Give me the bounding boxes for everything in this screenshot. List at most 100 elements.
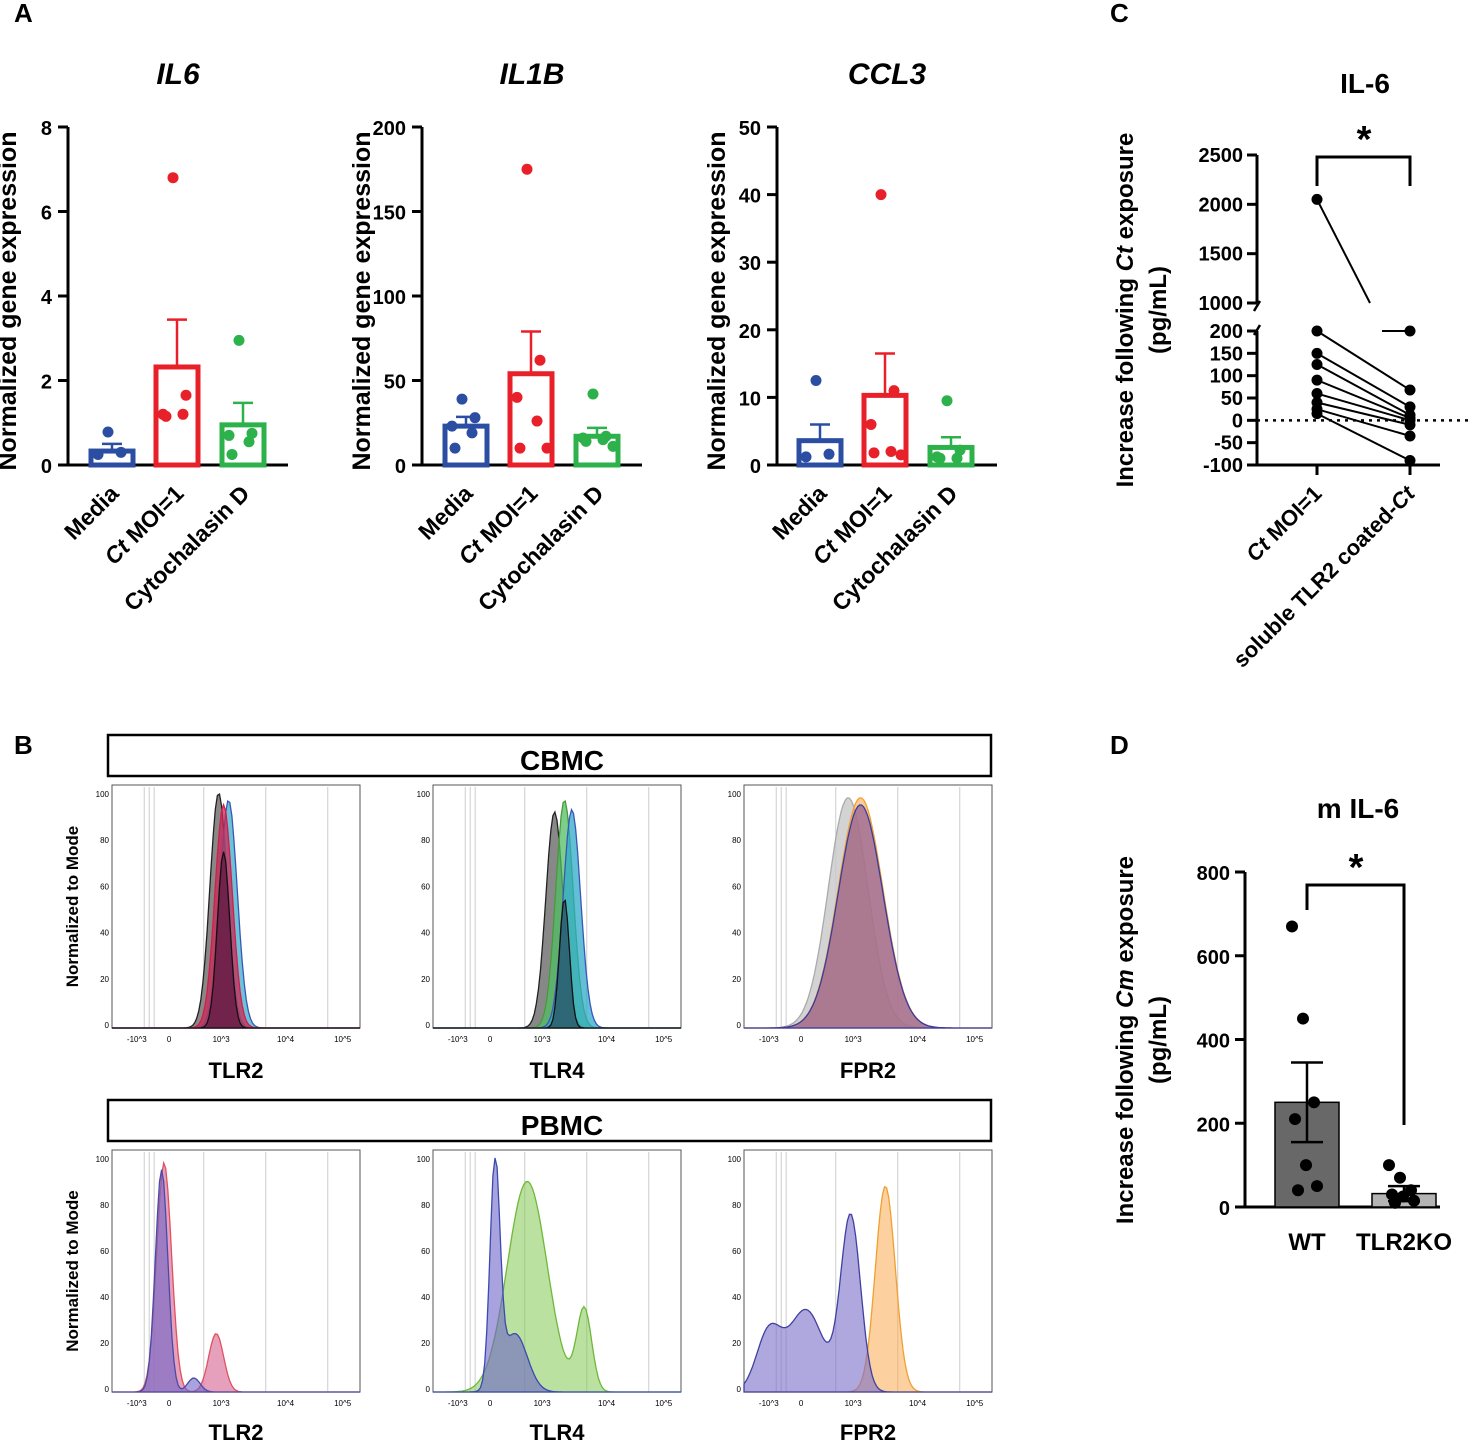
data-point xyxy=(597,434,609,446)
chart-title: CCL3 xyxy=(848,58,927,91)
y-axis-units: (pg/mL) xyxy=(1145,266,1172,354)
data-point xyxy=(1404,419,1416,431)
y-tick-label: 80 xyxy=(732,1201,741,1210)
data-point xyxy=(1311,388,1323,400)
x-tick-label: -10^3 xyxy=(448,1399,468,1408)
x-tick-label: 0 xyxy=(488,1035,493,1044)
y-tick-label: 10 xyxy=(739,388,761,410)
x-tick-label: 10^4 xyxy=(277,1035,295,1044)
x-tick-label: -10^3 xyxy=(448,1035,468,1044)
y-tick-label: 80 xyxy=(732,836,741,845)
data-point xyxy=(446,420,458,432)
y-tick-label: 0 xyxy=(1219,1198,1230,1220)
axis-break xyxy=(1252,300,1262,312)
x-tick-label: 0 xyxy=(167,1035,172,1044)
data-point xyxy=(449,442,461,454)
y-axis-label: Increase following Cm exposure xyxy=(1112,856,1139,1224)
x-tick-label: 10^4 xyxy=(277,1399,295,1408)
data-point xyxy=(1300,1159,1312,1172)
chart-CCL3: CCL3 0 10 20 30 40 50 Normalized gene expressio… xyxy=(703,58,997,616)
x-tick-label: 10^5 xyxy=(334,1399,352,1408)
y-tick-label: 50 xyxy=(1221,388,1243,410)
data-point xyxy=(243,436,255,448)
data-point xyxy=(92,448,104,460)
y-tick-label: 4 xyxy=(41,287,53,309)
data-point xyxy=(1404,401,1416,413)
data-point xyxy=(223,429,235,441)
y-tick-label: 150 xyxy=(1210,343,1243,365)
y-tick-label: 150 xyxy=(373,203,406,225)
data-point xyxy=(1394,1171,1406,1184)
histogram-area xyxy=(744,804,992,1029)
y-axis-label: Normalized gene expression xyxy=(703,131,731,470)
y-tick-label: 1500 xyxy=(1199,244,1244,266)
y-axis-label: Increase following Ct exposure xyxy=(1112,133,1139,488)
pair-line xyxy=(1316,379,1411,420)
y-axis-units: (pg/mL) xyxy=(1145,996,1172,1084)
x-tick-label: -10^3 xyxy=(759,1399,779,1408)
x-tick-label: 10^4 xyxy=(598,1399,616,1408)
x-tick-label: TLR2KO xyxy=(1356,1229,1452,1256)
data-point xyxy=(885,445,897,457)
data-point xyxy=(1311,359,1323,370)
pair-line xyxy=(1316,363,1411,416)
x-tick-label: Cytochalasin D xyxy=(119,480,255,616)
y-tick-label: 40 xyxy=(421,1293,430,1302)
row-header-box xyxy=(106,733,993,778)
data-point xyxy=(868,447,880,459)
x-tick-label: -10^3 xyxy=(127,1035,147,1044)
data-point xyxy=(1311,408,1323,420)
data-point xyxy=(1286,920,1298,933)
data-point xyxy=(466,427,478,439)
y-tick-label: 2 xyxy=(41,372,52,394)
data-point xyxy=(1297,1012,1309,1025)
x-tick-label: -10^3 xyxy=(759,1035,779,1044)
x-tick-label: 10^4 xyxy=(598,1035,616,1044)
x-tick-label: 10^5 xyxy=(966,1035,984,1044)
x-tick-label: 10^5 xyxy=(966,1399,984,1408)
x-tick-label: -10^3 xyxy=(127,1399,147,1408)
x-axis-label: FPR2 xyxy=(840,1058,896,1083)
pair-line xyxy=(1316,412,1411,462)
data-point xyxy=(1308,1096,1320,1109)
x-tick-label: 0 xyxy=(799,1399,804,1408)
x-tick-label: 10^3 xyxy=(534,1399,552,1408)
y-tick-label: 50 xyxy=(384,372,406,394)
data-point xyxy=(541,442,553,454)
x-tick-label: 10^3 xyxy=(213,1399,231,1408)
data-point xyxy=(810,375,822,386)
data-point xyxy=(1311,374,1323,386)
data-point xyxy=(800,451,812,463)
y-axis-label: Normalized gene expression xyxy=(348,131,376,470)
y-tick-label: 400 xyxy=(1197,1031,1230,1053)
significance-star: * xyxy=(1357,119,1372,161)
x-tick-label: 10^5 xyxy=(655,1035,673,1044)
y-tick-label: 20 xyxy=(732,975,741,984)
significance-star: * xyxy=(1349,847,1364,889)
y-tick-label: 100 xyxy=(417,1155,431,1164)
data-point xyxy=(233,334,245,346)
y-tick-label: 80 xyxy=(421,836,430,845)
x-tick-label: WT xyxy=(1288,1229,1326,1256)
y-axis-label: Normalized gene expression xyxy=(0,131,22,470)
histogram-area xyxy=(112,851,360,1029)
data-point xyxy=(934,452,946,464)
chart-title: IL-6 xyxy=(1340,68,1390,99)
chart-title: m IL-6 xyxy=(1317,793,1399,824)
data-point xyxy=(607,440,619,452)
x-tick-label: 10^5 xyxy=(334,1035,352,1044)
row-header-label: CBMC xyxy=(520,745,604,776)
data-point xyxy=(888,385,900,397)
data-point xyxy=(823,448,835,460)
y-tick-label: 20 xyxy=(421,1339,430,1348)
y-tick-label: 0 xyxy=(426,1385,431,1394)
panel-label-D: D xyxy=(1110,730,1129,760)
y-tick-label: 200 xyxy=(1197,1114,1230,1136)
y-axis-label: Normalized to Mode xyxy=(63,1190,82,1352)
y-tick-label: 60 xyxy=(732,882,741,891)
x-axis-label: TLR2 xyxy=(209,1058,264,1083)
data-point xyxy=(1311,325,1323,337)
data-point xyxy=(1383,1159,1395,1172)
pair-line xyxy=(1316,408,1411,437)
